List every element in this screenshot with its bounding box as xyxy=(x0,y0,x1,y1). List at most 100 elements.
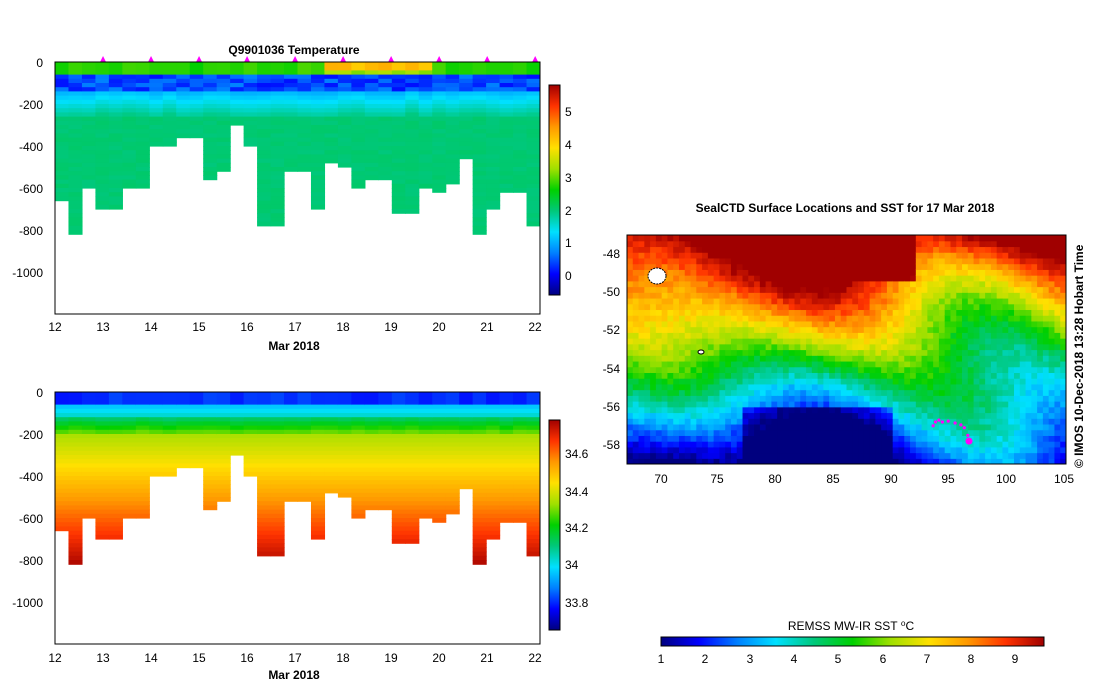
section-cell xyxy=(216,116,231,122)
section-cell xyxy=(364,108,379,113)
sst-cell xyxy=(655,297,663,305)
section-cell xyxy=(149,66,164,71)
sst-cell xyxy=(702,429,709,436)
sst-cell xyxy=(777,263,784,270)
section-cell xyxy=(95,505,110,511)
section-cell xyxy=(351,87,366,92)
sst-cell xyxy=(858,269,865,276)
sst-cell xyxy=(944,355,952,362)
section-cell xyxy=(203,129,218,134)
section-cell xyxy=(108,513,123,519)
sst-cell xyxy=(852,280,859,288)
sst-cell xyxy=(736,383,744,391)
section-cell xyxy=(95,467,110,473)
section-cell xyxy=(310,463,326,469)
section-cell xyxy=(324,455,339,460)
section-cell xyxy=(499,509,514,515)
sst-cell xyxy=(771,418,778,425)
sst-cell xyxy=(1014,395,1021,402)
section-cell xyxy=(257,158,272,164)
sst-cell xyxy=(996,412,1004,419)
section-cell xyxy=(257,392,272,397)
sst-cell xyxy=(858,275,865,282)
sst-cell xyxy=(690,280,697,288)
section-cell xyxy=(108,501,123,506)
sst-cell xyxy=(1014,366,1021,373)
sst-cell xyxy=(661,389,669,396)
section-cell xyxy=(364,95,379,101)
sst-cell xyxy=(702,423,709,431)
sst-cell xyxy=(759,441,767,448)
sst-cell xyxy=(863,309,871,316)
sst-cell xyxy=(840,315,848,322)
sst-cell xyxy=(644,452,651,459)
sst-cell xyxy=(644,297,651,305)
section-cell xyxy=(55,488,70,494)
section-cell xyxy=(364,146,379,151)
section-cell xyxy=(445,425,460,431)
sst-cell xyxy=(632,235,640,242)
sst-cell xyxy=(944,286,952,293)
section-cell xyxy=(297,467,312,473)
section-cell xyxy=(378,434,393,439)
sal-cbar-tick: 34 xyxy=(565,558,579,572)
sst-cell xyxy=(933,395,940,402)
sst-cell xyxy=(811,240,819,248)
sst-cell xyxy=(927,441,934,448)
section-cell xyxy=(108,467,123,473)
sst-cell xyxy=(627,418,634,425)
section-cell xyxy=(432,392,447,397)
sst-cell xyxy=(921,441,928,448)
section-cell xyxy=(108,99,123,105)
sst-cell xyxy=(892,406,900,414)
sst-cell xyxy=(990,429,998,436)
sst-cell xyxy=(806,343,813,351)
section-cell xyxy=(364,505,379,511)
sst-cell xyxy=(684,446,692,454)
section-cell xyxy=(284,120,299,126)
sst-cell xyxy=(996,235,1004,242)
sst-cell xyxy=(627,338,634,345)
section-cell xyxy=(432,463,447,469)
section-cell xyxy=(81,400,97,406)
sst-cell xyxy=(840,378,848,385)
section-cell xyxy=(68,112,83,118)
sst-cell xyxy=(1002,406,1009,414)
sst-cell xyxy=(927,435,934,442)
sst-cell xyxy=(1002,320,1009,328)
section-cell xyxy=(162,70,177,76)
sst-cell xyxy=(863,429,871,436)
section-cell xyxy=(122,396,137,401)
section-cell xyxy=(499,66,514,71)
section-cell xyxy=(230,78,245,84)
section-cell xyxy=(337,83,352,88)
sst-cell xyxy=(973,401,980,408)
sst-cell xyxy=(829,297,836,305)
section-cell xyxy=(324,392,339,397)
section-cell xyxy=(68,188,83,193)
sst-cell xyxy=(829,343,836,351)
section-cell xyxy=(95,400,110,406)
section-cell xyxy=(243,455,258,460)
sst-cell xyxy=(684,269,692,276)
section-cell xyxy=(310,104,326,109)
section-cell xyxy=(432,446,447,452)
sst-cell xyxy=(777,320,784,328)
sst-cell xyxy=(788,326,796,333)
sst-cell xyxy=(696,355,703,362)
sst-cell xyxy=(811,286,819,293)
section-cell xyxy=(364,120,379,126)
sst-cell xyxy=(661,297,669,305)
section-cell xyxy=(405,146,420,151)
sst-cell xyxy=(921,366,928,373)
sst-cell xyxy=(863,326,871,333)
sst-cell xyxy=(754,435,761,442)
section-cell xyxy=(499,421,514,427)
sst-cell xyxy=(730,320,738,328)
section-cell xyxy=(95,179,110,185)
sst-cell xyxy=(875,235,882,242)
section-cell xyxy=(135,421,150,427)
sst-cell xyxy=(690,263,697,270)
sst-cell xyxy=(979,332,986,339)
section-cell xyxy=(499,83,514,88)
